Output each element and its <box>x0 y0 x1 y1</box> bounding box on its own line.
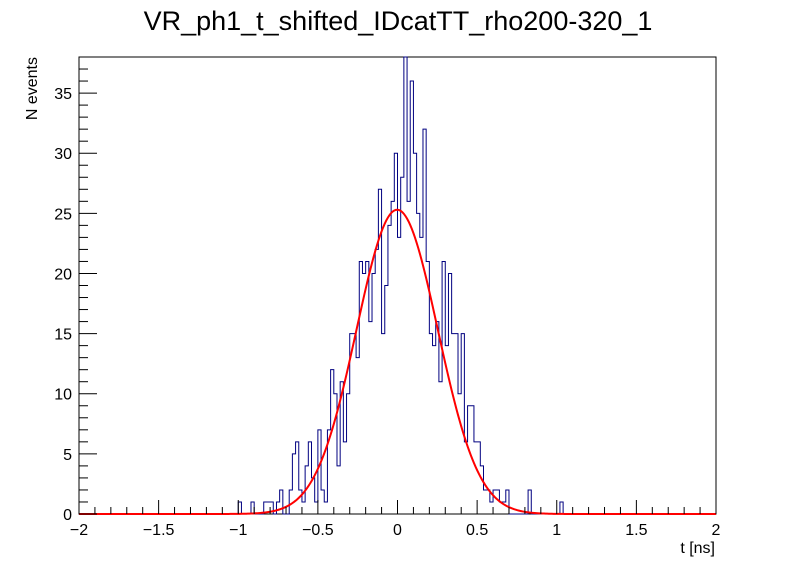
y-tick-label: 0 <box>63 507 72 524</box>
histogram-bin <box>347 394 350 514</box>
histogram-bin <box>385 286 388 515</box>
histogram-bin <box>276 502 279 514</box>
histogram-bin <box>413 153 416 514</box>
histogram-bin <box>280 490 283 514</box>
y-tick-label: 5 <box>63 447 72 464</box>
histogram-layer <box>79 56 716 515</box>
histogram-bin <box>359 261 362 514</box>
histogram-bin <box>289 490 292 514</box>
histogram-bin <box>461 334 464 514</box>
histogram-bin <box>321 490 324 514</box>
x-tick-label: −1.5 <box>143 522 175 539</box>
y-tick-label: 15 <box>54 327 72 344</box>
histogram-bin <box>366 261 369 514</box>
histogram-bin <box>483 490 486 514</box>
x-tick-label: −1 <box>229 522 247 539</box>
fit-layer <box>79 208 716 515</box>
histogram-bin <box>388 225 391 514</box>
histogram-bin <box>448 273 451 514</box>
histogram-bin <box>308 442 311 514</box>
x-tick-label: −2 <box>70 522 88 539</box>
x-tick-label: 0 <box>393 522 402 539</box>
histogram-bin <box>312 478 315 514</box>
histogram-bin <box>410 81 413 514</box>
histogram-bin <box>464 442 467 514</box>
histogram-bin <box>296 442 299 514</box>
histogram-bin <box>343 442 346 514</box>
x-tick-label: 1 <box>552 522 561 539</box>
histogram-bin <box>433 346 436 514</box>
x-tick-label: 1.5 <box>625 522 647 539</box>
histogram-bin <box>455 334 458 514</box>
histogram-bin <box>324 502 327 514</box>
histogram-bin <box>429 334 432 514</box>
histogram-bin <box>382 334 385 514</box>
y-tick-label: 35 <box>54 86 72 103</box>
histogram-bin <box>480 466 483 514</box>
histogram-bin <box>401 177 404 514</box>
histogram-bin <box>452 334 455 514</box>
histogram-bin <box>369 322 372 514</box>
histogram-bin <box>436 322 439 514</box>
histogram-bin <box>375 249 378 514</box>
histogram-bin <box>417 213 420 514</box>
histogram-bin <box>439 382 442 514</box>
histogram-bin <box>468 406 471 514</box>
x-tick-label: −0.5 <box>302 522 334 539</box>
y-axis-title: N events <box>24 57 41 120</box>
histogram-bin <box>292 454 295 514</box>
histogram-bin <box>362 273 365 514</box>
histogram-bin <box>407 201 410 514</box>
histogram-bin <box>404 57 407 514</box>
histogram-bin <box>528 490 531 514</box>
histogram-bin <box>337 466 340 514</box>
histogram-bin <box>331 370 334 514</box>
y-tick-label: 25 <box>54 206 72 223</box>
y-tick-label: 30 <box>54 146 72 163</box>
y-tick-label: 20 <box>54 266 72 283</box>
histogram-bin <box>372 273 375 514</box>
histogram-bin <box>458 394 461 514</box>
histogram-bin <box>423 129 426 514</box>
x-tick-label: 0.5 <box>466 522 488 539</box>
histogram-bin <box>560 502 563 514</box>
histogram-bin <box>426 261 429 514</box>
chart-title: VR_ph1_t_shifted_IDcatTT_rho200-320_1 <box>144 6 653 36</box>
histogram-bin <box>487 490 490 514</box>
histogram-bin <box>353 334 356 514</box>
fit-curve <box>79 208 716 515</box>
histogram-bin <box>398 237 401 514</box>
histogram-bin <box>420 237 423 514</box>
x-tick-label: 2 <box>712 522 721 539</box>
histogram-bin <box>391 201 394 514</box>
y-tick-label: 10 <box>54 387 72 404</box>
histogram-bin <box>442 261 445 514</box>
histogram-bin <box>356 358 359 514</box>
x-axis-title: t [ns] <box>680 540 715 557</box>
histogram-bin <box>394 153 397 514</box>
histogram-line <box>79 56 716 515</box>
